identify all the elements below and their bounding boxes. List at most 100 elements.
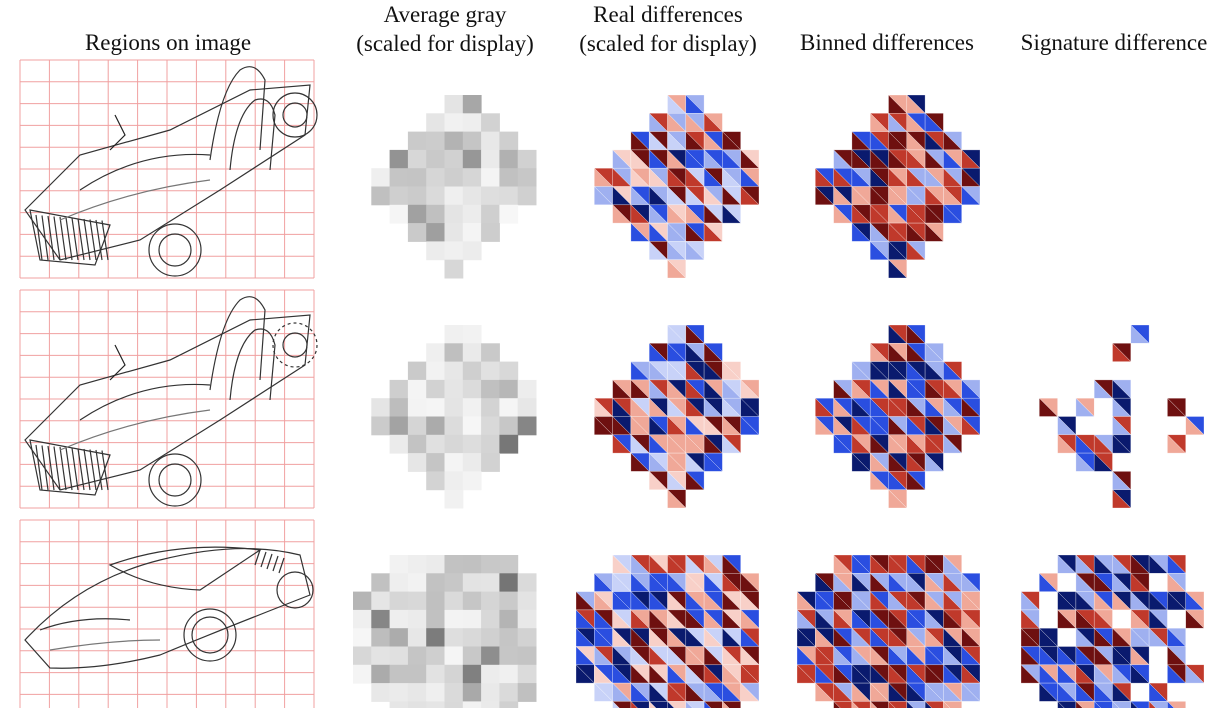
difference-triangle	[1057, 701, 1065, 708]
gray-cell	[389, 573, 409, 593]
gray-cell	[407, 591, 427, 611]
gray-cell	[481, 664, 500, 684]
difference-triangle	[594, 186, 613, 205]
gray-cell	[444, 628, 464, 647]
header-signature-text: Signature difference	[1020, 30, 1208, 55]
average-gray-panel	[353, 555, 537, 708]
difference-triangle	[612, 701, 632, 708]
header-binned-text: Binned differences	[800, 30, 974, 55]
gray-cell	[407, 701, 427, 708]
difference-triangle	[630, 701, 650, 708]
difference-triangle	[703, 222, 723, 242]
difference-triangle	[1130, 664, 1150, 684]
gray-cell	[517, 186, 537, 206]
gray-cell	[444, 204, 464, 224]
difference-triangle	[1057, 434, 1077, 454]
front-wheel	[148, 223, 202, 277]
difference-triangle	[722, 204, 742, 224]
difference-triangle	[612, 701, 620, 708]
difference-triangle	[833, 434, 853, 454]
difference-triangle	[924, 452, 944, 472]
gray-cell	[444, 471, 464, 491]
gray-cell	[462, 113, 482, 133]
gray-cell	[389, 646, 409, 666]
gray-cell	[517, 573, 537, 593]
grille-bar	[41, 445, 49, 491]
gray-cell	[462, 168, 482, 187]
gray-cell	[499, 186, 519, 206]
gray-cell	[462, 609, 482, 629]
grille-bar	[71, 217, 79, 261]
gray-cell	[481, 609, 500, 629]
difference-triangle	[667, 701, 686, 708]
difference-triangle	[685, 701, 705, 708]
gray-cell	[426, 223, 445, 242]
gray-cell	[481, 149, 500, 169]
gray-cell	[426, 168, 445, 187]
row-sketch-open-three-wheeler-variant	[19, 289, 1205, 509]
gray-cell	[517, 398, 537, 417]
vent-slat	[278, 557, 285, 574]
car-sketch	[24, 66, 318, 277]
gray-cell	[389, 683, 409, 702]
gray-cell	[407, 223, 427, 242]
gray-cell	[517, 149, 537, 169]
gray-cell	[407, 398, 427, 417]
gray-cell	[462, 95, 482, 114]
gray-cell	[462, 204, 482, 224]
gray-cell	[499, 434, 519, 454]
grille-bar	[101, 450, 109, 491]
gray-cell	[462, 628, 482, 647]
gray-cell	[462, 683, 482, 702]
gray-cell	[371, 168, 391, 187]
grille-bar	[95, 219, 103, 261]
difference-triangle	[1039, 682, 1058, 702]
gray-cell	[462, 591, 482, 611]
difference-triangle	[888, 701, 907, 708]
gray-cell	[371, 628, 391, 647]
gray-cell	[426, 471, 445, 491]
gray-cell	[462, 701, 482, 708]
gray-cell	[407, 168, 427, 187]
grille-bar	[89, 219, 97, 261]
difference-triangle	[943, 434, 963, 454]
gray-cell	[462, 555, 482, 574]
rear-wheel	[272, 92, 318, 138]
front-wheel-rim	[191, 616, 229, 654]
real-differences-panel	[575, 554, 760, 708]
difference-triangle	[1167, 701, 1175, 708]
difference-triangle	[612, 434, 632, 454]
gray-cell	[462, 416, 482, 436]
rear-wheel	[276, 571, 314, 609]
gray-cell	[426, 591, 445, 611]
gray-cell	[444, 168, 464, 187]
header-average-gray: Average gray (scaled for display)	[340, 0, 550, 58]
gray-cell	[481, 186, 500, 206]
difference-triangle	[649, 471, 668, 490]
difference-triangle	[1057, 554, 1077, 574]
gray-cell	[426, 204, 445, 224]
gray-cell	[407, 573, 427, 593]
gray-cell	[462, 186, 482, 206]
rear-wheel	[272, 322, 318, 368]
gray-cell	[426, 343, 445, 363]
difference-triangle	[1039, 572, 1058, 592]
gray-cell	[444, 131, 464, 151]
gray-cell	[407, 379, 427, 399]
gray-cell	[444, 186, 464, 206]
side-line	[59, 179, 211, 221]
gray-cell	[444, 379, 464, 399]
gray-cell	[426, 453, 445, 472]
difference-triangle	[1075, 701, 1083, 708]
gray-cell	[462, 664, 482, 684]
difference-triangle	[906, 701, 914, 708]
gray-cell	[426, 434, 445, 454]
gray-cell	[462, 398, 482, 417]
difference-triangle	[685, 701, 693, 708]
gray-cell	[444, 489, 464, 509]
gray-cell	[426, 701, 445, 708]
difference-triangle	[833, 204, 853, 224]
difference-triangle	[1112, 701, 1120, 708]
difference-triangle	[1185, 609, 1205, 629]
